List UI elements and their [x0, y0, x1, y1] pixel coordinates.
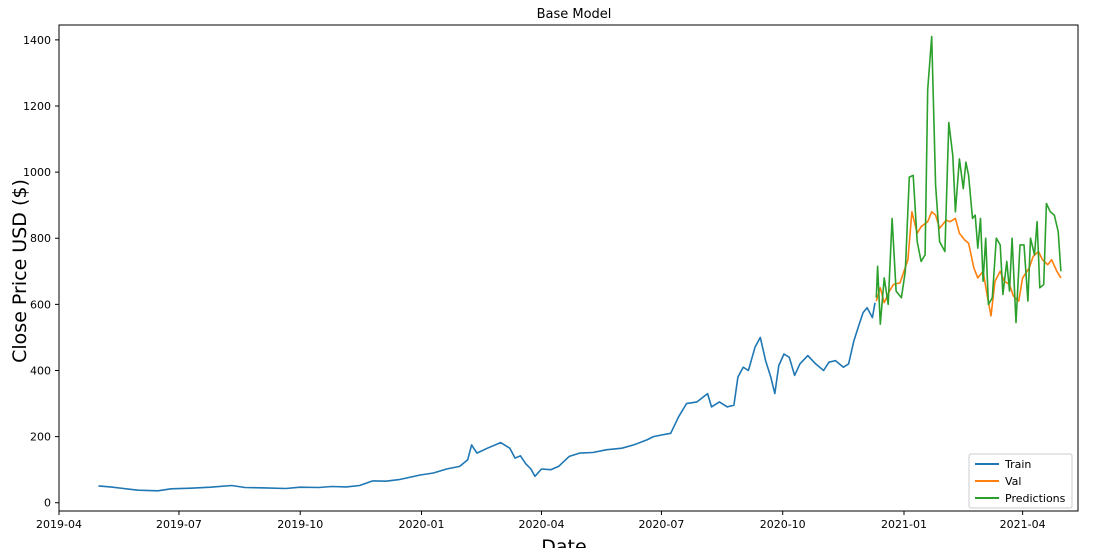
- legend-label-val: Val: [1005, 475, 1021, 488]
- x-tick-label: 2019-10: [277, 518, 323, 531]
- legend-label-predictions: Predictions: [1005, 492, 1066, 505]
- legend: Train Val Predictions: [968, 453, 1073, 509]
- x-tick-label: 2020-04: [518, 518, 564, 531]
- y-tick-label: 600: [30, 298, 51, 311]
- x-tick-label: 2020-01: [399, 518, 445, 531]
- y-axis-title: Close Price USD ($): [9, 179, 31, 363]
- x-tick-label: 2020-07: [638, 518, 684, 531]
- x-tick-label: 2021-01: [881, 518, 927, 531]
- y-tick-label: 1400: [23, 34, 51, 47]
- y-tick-label: 400: [30, 364, 51, 377]
- y-tick-label: 200: [30, 431, 51, 444]
- x-tick-label: 2020-10: [760, 518, 806, 531]
- y-tick-label: 800: [30, 232, 51, 245]
- series-line-predictions: [875, 35, 1062, 326]
- legend-label-train: Train: [1004, 458, 1031, 471]
- plot-frame: [58, 24, 1079, 512]
- legend-box: [968, 453, 1073, 509]
- x-tick-label: 2019-04: [36, 518, 82, 531]
- series-line-val: [875, 211, 1062, 317]
- series-layer: [98, 35, 1062, 492]
- ticks-layer: 2019-04 2019-07 2019-10 2020-01 2020-04 2020-…: [23, 34, 1046, 531]
- x-tick-label: 2019-07: [156, 518, 202, 531]
- y-tick-label: 1000: [23, 166, 51, 179]
- chart-title: Base Model: [537, 7, 612, 22]
- y-tick-label: 0: [44, 497, 51, 510]
- y-tick-label: 1200: [23, 100, 51, 113]
- x-axis-title: Date: [541, 536, 586, 548]
- x-tick-label: 2021-04: [1000, 518, 1046, 531]
- series-line-train: [98, 302, 876, 492]
